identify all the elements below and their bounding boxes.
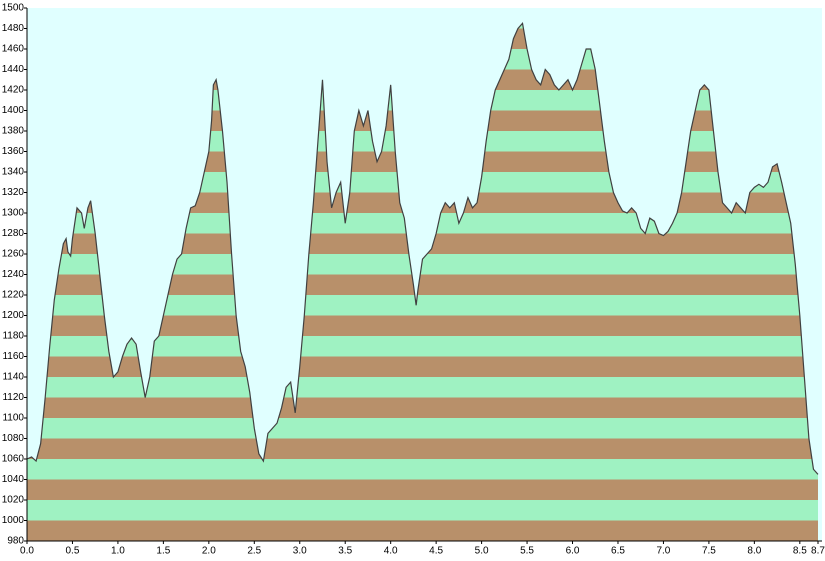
y-tick-label: 1120 [2, 392, 24, 403]
y-tick-label: 1140 [2, 372, 24, 383]
x-tick-label: 5.5 [520, 546, 534, 557]
stripe [27, 315, 818, 336]
y-tick-label: 1320 [2, 187, 25, 198]
stripe [27, 397, 818, 418]
y-tick-label: 1300 [2, 208, 25, 219]
y-tick-label: 1100 [2, 413, 24, 424]
y-tick-label: 1260 [2, 249, 25, 260]
y-tick-label: 1200 [2, 310, 25, 321]
x-tick-label: 8.0 [747, 546, 761, 557]
y-tick-label: 980 [7, 536, 24, 547]
y-tick-label: 1400 [2, 105, 25, 116]
x-tick-label: 2.0 [202, 546, 216, 557]
x-tick-label: 1.0 [111, 546, 125, 557]
y-tick-label: 1000 [2, 515, 25, 526]
y-tick-label: 1040 [2, 474, 25, 485]
x-tick-label: 7.5 [702, 546, 716, 557]
y-tick-label: 1060 [2, 454, 25, 465]
y-tick-label: 1280 [2, 228, 25, 239]
y-tick-label: 1460 [2, 44, 25, 55]
x-tick-label: 0.0 [20, 546, 34, 557]
stripe [27, 336, 818, 357]
stripe [27, 438, 818, 459]
x-tick-label: 3.5 [338, 546, 352, 557]
elevation-line [26, 22, 819, 475]
stripe [27, 418, 818, 439]
y-tick-label: 1360 [2, 146, 25, 157]
x-tick-label: 4.0 [384, 546, 398, 557]
x-tick-label: 3.0 [293, 546, 307, 557]
stripe [27, 500, 818, 521]
x-tick-label: 6.5 [611, 546, 625, 557]
x-tick-label: 4.5 [429, 546, 443, 557]
y-tick-label: 1160 [2, 351, 24, 362]
stripe [27, 377, 818, 398]
y-tick-label: 1480 [2, 23, 25, 34]
y-tick-label: 1340 [2, 167, 25, 178]
stripe [27, 295, 818, 316]
y-tick-label: 1080 [2, 433, 25, 444]
x-tick-label: 7.0 [656, 546, 670, 557]
x-tick-label: 0.5 [66, 546, 80, 557]
y-tick-label: 1440 [2, 64, 25, 75]
x-tick-label: 1.5 [156, 546, 170, 557]
y-tick-label: 1240 [2, 269, 25, 280]
y-tick-label: 1180 [2, 331, 24, 342]
x-tick-label: 8.5 [793, 546, 807, 557]
stripe [27, 459, 818, 480]
y-tick-label: 1420 [2, 85, 25, 96]
y-tick-label: 1020 [2, 495, 25, 506]
y-tick-label: 1500 [2, 3, 25, 14]
x-tick-label: 8.7 [811, 546, 825, 557]
x-tick-label: 2.5 [247, 546, 261, 557]
y-tick-label: 1220 [2, 290, 25, 301]
stripe [27, 356, 818, 377]
x-tick-label: 6.0 [566, 546, 580, 557]
stripe [27, 254, 818, 275]
stripe [27, 274, 818, 295]
stripe [27, 479, 818, 500]
x-tick-label: 5.0 [475, 546, 489, 557]
stripe [27, 520, 818, 541]
y-tick-label: 1380 [2, 126, 25, 137]
